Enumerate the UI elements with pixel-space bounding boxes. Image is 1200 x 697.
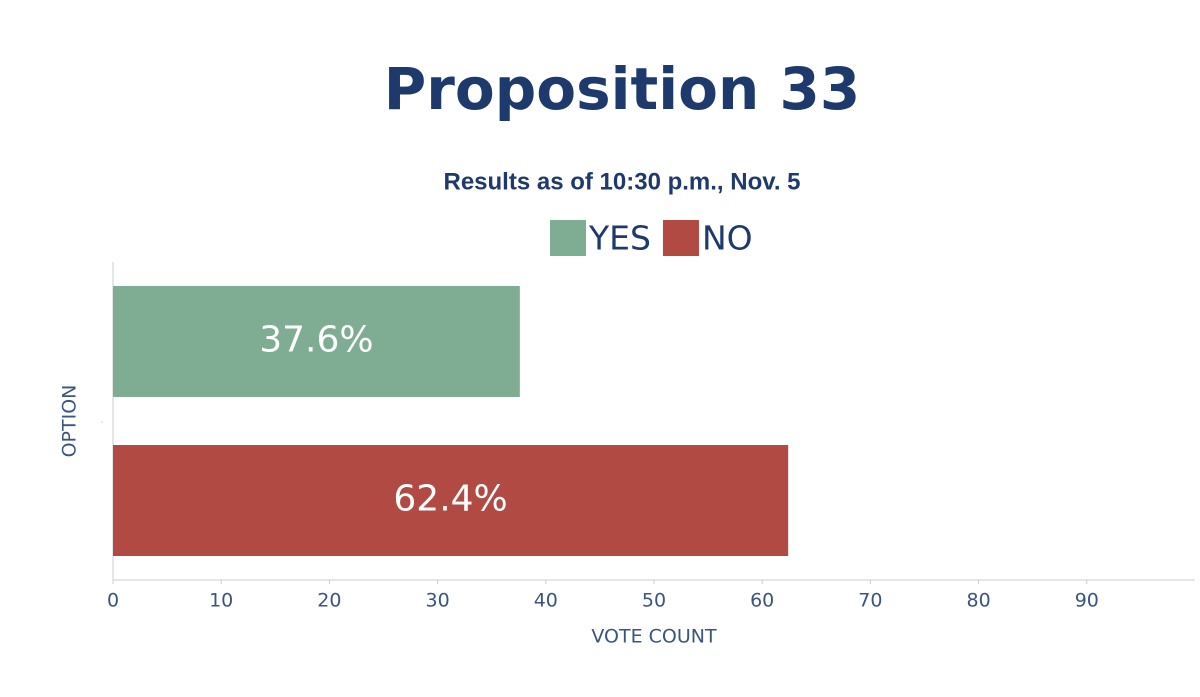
x-tick-label: 30 [426, 590, 450, 612]
x-tick-label: 90 [1075, 590, 1099, 612]
x-tick-label: 80 [967, 590, 991, 612]
x-tick-label: 70 [858, 590, 882, 612]
y-axis-label: OPTION [59, 385, 81, 458]
x-tick-label: 50 [642, 590, 666, 612]
x-tick-label: 20 [317, 590, 341, 612]
legend-label: YES [588, 219, 651, 258]
legend-label: NO [702, 219, 753, 258]
x-tick-label: 40 [534, 590, 558, 612]
legend-swatch [662, 220, 699, 256]
x-tick-label: 10 [209, 590, 233, 612]
x-axis-label: VOTE COUNT [591, 626, 717, 648]
value-label: 37.6% [259, 320, 373, 361]
bar [113, 445, 789, 556]
x-tick-label: 0 [107, 590, 119, 612]
legend-swatch [550, 220, 586, 256]
chart-subtitle: Results as of 10:30 p.m., Nov. 5 [443, 168, 800, 195]
x-tick-label: 60 [750, 590, 774, 612]
chart-title: Proposition 33 [384, 55, 860, 123]
bar [113, 286, 520, 397]
value-label: 62.4% [393, 479, 507, 520]
